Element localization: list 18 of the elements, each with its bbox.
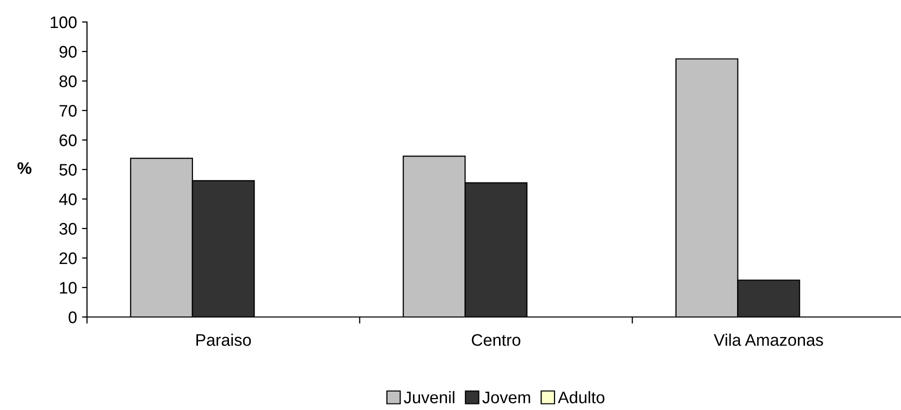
x-tick-label: Paraiso xyxy=(196,334,251,346)
y-tick-label: 100 xyxy=(50,16,77,28)
legend-label: Adulto xyxy=(558,391,604,404)
y-tick-label: 50 xyxy=(59,164,77,176)
y-tick-label: 20 xyxy=(60,252,77,264)
y-tick-label: 10 xyxy=(60,282,77,294)
x-tick-label: Vila Amazonas xyxy=(714,334,824,346)
legend-label: Juvenil xyxy=(404,391,454,404)
y-tick-label: 0 xyxy=(68,311,77,324)
legend-label: Jovem xyxy=(482,392,530,404)
y-tick-label: 30 xyxy=(59,222,77,235)
y-tick-label: 90 xyxy=(60,46,77,58)
y-tick-label: 60 xyxy=(60,134,77,146)
x-tick-label: Centro xyxy=(472,334,520,346)
y-axis-title: % xyxy=(17,162,32,174)
y-tick-label: 80 xyxy=(59,75,77,88)
y-tick-label: 70 xyxy=(60,104,77,117)
y-tick-label: 40 xyxy=(59,193,77,206)
